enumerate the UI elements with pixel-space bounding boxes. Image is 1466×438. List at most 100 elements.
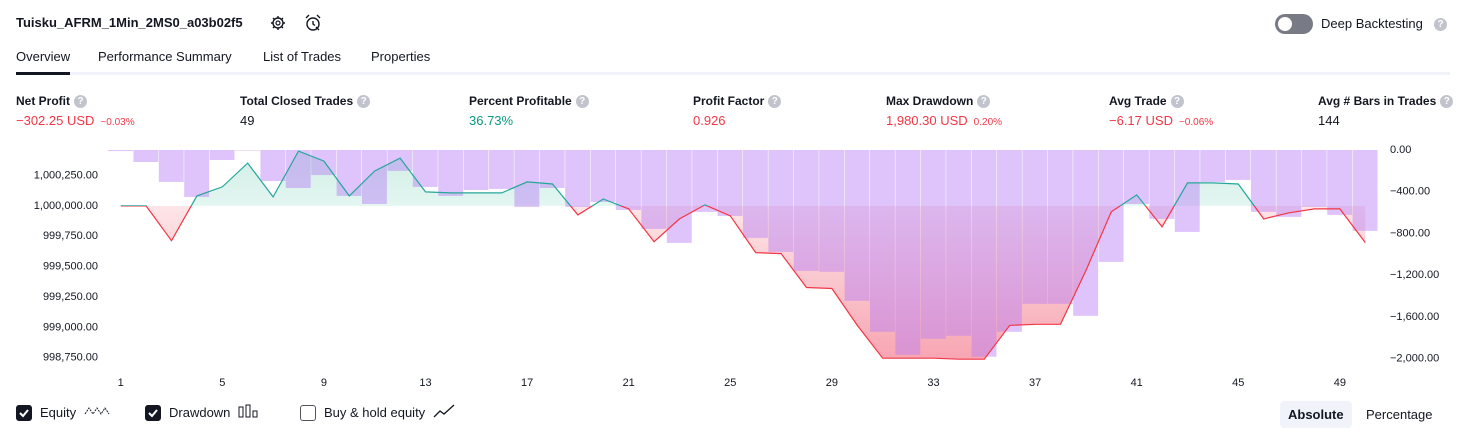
drawdown-bar [946, 150, 972, 336]
metric-value: 144 [1318, 113, 1340, 128]
tab[interactable]: Performance Summary [98, 49, 232, 64]
metric-name: Total Closed Trades [240, 94, 354, 108]
x-tick-label: 9 [321, 377, 327, 389]
drawdown-bar [158, 150, 184, 182]
y-tick-label: 999,500.00 [43, 261, 98, 273]
metric-label: Profit Factor? [693, 94, 782, 108]
drawdown-bar [920, 150, 946, 339]
metric-label: Max Drawdown? [886, 94, 991, 108]
drawdown-bar [108, 150, 133, 152]
legend-label: Equity [40, 405, 77, 420]
help-icon[interactable]: ? [74, 94, 87, 108]
y2-tick-label: −1,600.00 [1390, 311, 1439, 323]
drawdown-bar [1225, 150, 1251, 180]
metric-number: −6.17 USD [1109, 113, 1173, 128]
y-tick-label: 998,750.00 [43, 352, 98, 364]
drawdown-bar [1073, 150, 1099, 316]
drawdown-bar [539, 150, 565, 188]
legend-item[interactable]: Buy & hold equity [300, 404, 457, 421]
help-icon[interactable]: ? [768, 94, 782, 108]
drawdown-bar [768, 150, 794, 252]
drawdown-bar [870, 150, 895, 332]
y2-tick-label: −2,000.00 [1390, 353, 1439, 365]
drawdown-bar [1200, 150, 1226, 182]
metric-value: 0.926 [693, 113, 726, 128]
drawdown-bar [463, 150, 489, 190]
metric-number: 144 [1318, 113, 1340, 128]
metric-name: Avg Trade [1109, 94, 1167, 108]
drawdown-bar [412, 150, 438, 187]
metric-value: 36.73% [469, 113, 513, 128]
tab[interactable]: Overview [16, 49, 71, 75]
drawdown-bar [362, 150, 387, 204]
drawdown-bar [844, 150, 870, 301]
legend-icon [433, 404, 457, 421]
scale-mode[interactable]: Percentage [1366, 407, 1433, 422]
metric-number: 49 [240, 113, 255, 128]
drawdown-bar [209, 150, 235, 161]
x-tick-label: 45 [1232, 377, 1244, 389]
drawdown-bar [1352, 150, 1378, 231]
drawdown-bar [235, 150, 260, 151]
legend-item[interactable]: Equity [16, 404, 110, 421]
metric-change: −0.03% [100, 117, 135, 128]
metric-number: 1,980.30 USD [886, 113, 968, 128]
drawdown-bar [260, 150, 286, 181]
equity-line [120, 150, 1366, 360]
drawdown-bar [1251, 150, 1276, 212]
alert-icon[interactable] [303, 13, 323, 33]
checkbox[interactable] [300, 404, 316, 421]
equity-area [120, 151, 1366, 360]
help-icon[interactable]: ? [1440, 94, 1454, 108]
help-icon[interactable]: ? [1434, 18, 1447, 31]
check-mark [19, 408, 29, 417]
checkbox[interactable] [145, 404, 161, 421]
x-tick-label: 21 [623, 377, 635, 389]
settings-icon[interactable] [269, 14, 287, 32]
drawdown-bar [489, 150, 514, 189]
help-icon[interactable]: ? [357, 94, 371, 108]
drawdown-bar [1022, 150, 1048, 304]
drawdown-bar [184, 150, 210, 197]
y-tick-label: 1,000,250.00 [34, 169, 98, 181]
legend-icon [238, 404, 260, 421]
drawdown-bar [819, 150, 845, 272]
drawdown-bar [311, 150, 337, 176]
metric-value: −6.17 USD −0.06% [1109, 113, 1213, 128]
metric-label: Avg Trade? [1109, 94, 1184, 108]
metric-value: −302.25 USD −0.03% [16, 113, 135, 128]
drawdown-bar [692, 150, 718, 212]
scale-mode[interactable]: Absolute [1280, 401, 1352, 428]
x-tick-label: 49 [1334, 377, 1346, 389]
drawdown-bar [666, 150, 692, 243]
checkbox[interactable] [16, 404, 32, 421]
y2-tick-label: −800.00 [1390, 227, 1430, 239]
drawdown-bar [1047, 150, 1073, 304]
metric-number: 0.926 [693, 113, 726, 128]
metric-name: Avg # Bars in Trades [1318, 94, 1437, 108]
metric-change: −0.06% [1178, 117, 1214, 128]
tab[interactable]: List of Trades [263, 49, 342, 64]
y2-tick-label: −1,200.00 [1390, 269, 1439, 281]
metric-name: Profit Factor [693, 94, 765, 108]
drawdown-bar [387, 150, 413, 171]
deep-backtesting-toggle[interactable] [1275, 14, 1313, 34]
drawdown-bar [1149, 150, 1175, 219]
y2-tick-label: −400.00 [1390, 186, 1430, 198]
legend-item[interactable]: Drawdown [145, 404, 260, 421]
drawdown-bar [336, 150, 362, 196]
tab-divider [16, 72, 1450, 75]
x-tick-label: 13 [419, 377, 431, 389]
x-tick-label: 37 [1029, 377, 1041, 389]
drawdown-bar [1174, 150, 1200, 232]
x-tick-label: 17 [521, 377, 533, 389]
help-icon[interactable]: ? [977, 94, 991, 108]
metric-label: Avg # Bars in Trades? [1318, 94, 1454, 108]
tab[interactable]: Properties [371, 49, 431, 64]
help-icon[interactable]: ? [575, 94, 589, 108]
help-icon[interactable]: ? [1170, 94, 1184, 108]
drawdown-bar [895, 150, 921, 355]
check-mark [148, 408, 158, 417]
drawdown-bar [793, 150, 819, 271]
